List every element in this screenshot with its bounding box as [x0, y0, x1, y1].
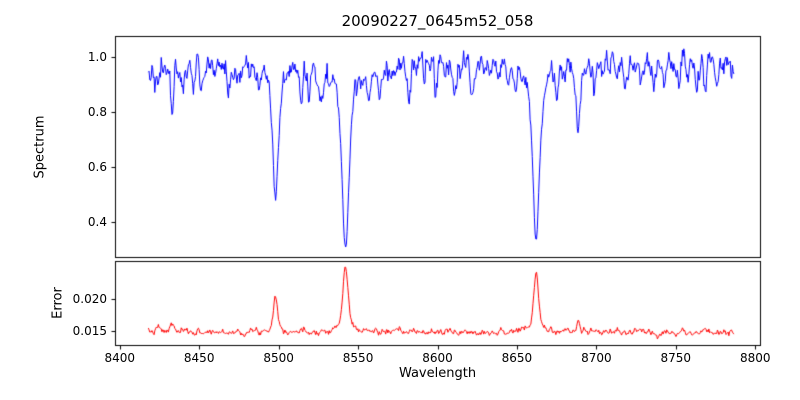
x-tick-label: 8750 [660, 351, 692, 365]
x-tick-label: 8600 [422, 351, 453, 365]
y-tick-label: 0.6 [87, 160, 107, 175]
x-tick-label: 8550 [342, 351, 374, 365]
y-tick-label: 1.0 [87, 49, 107, 64]
x-tick-label: 8650 [501, 351, 533, 365]
y-tick-label: 0.020 [72, 291, 107, 306]
x-tick-label: 8700 [581, 351, 612, 365]
chart-title: 20090227_0645m52_058 [341, 12, 534, 30]
y-tick-label: 0.8 [87, 104, 107, 119]
error-y-axis-label: Error [50, 287, 66, 319]
y-tick-label: 0.015 [72, 323, 107, 338]
x-tick-label: 8500 [263, 351, 294, 365]
x-tick-label: 8450 [183, 351, 215, 365]
x-tick-label: 8400 [104, 351, 136, 365]
y-tick-label: 0.4 [87, 215, 107, 230]
x-tick-label: 8800 [739, 351, 771, 365]
spectrum-y-axis-label: Spectrum [32, 115, 48, 179]
x-axis-label: Wavelength [398, 366, 477, 381]
